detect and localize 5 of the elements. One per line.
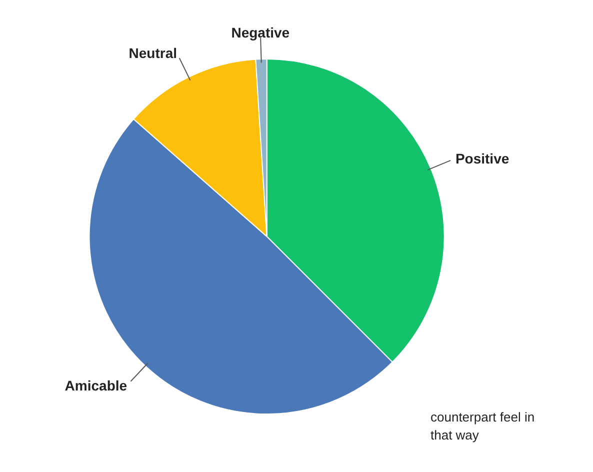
slice-label: Amicable <box>64 377 128 394</box>
slice-label: Neutral <box>128 45 177 62</box>
slice-label: Positive <box>455 150 510 166</box>
slice-label: Negative <box>231 24 290 41</box>
text: counterpart feel in that way <box>430 410 535 442</box>
